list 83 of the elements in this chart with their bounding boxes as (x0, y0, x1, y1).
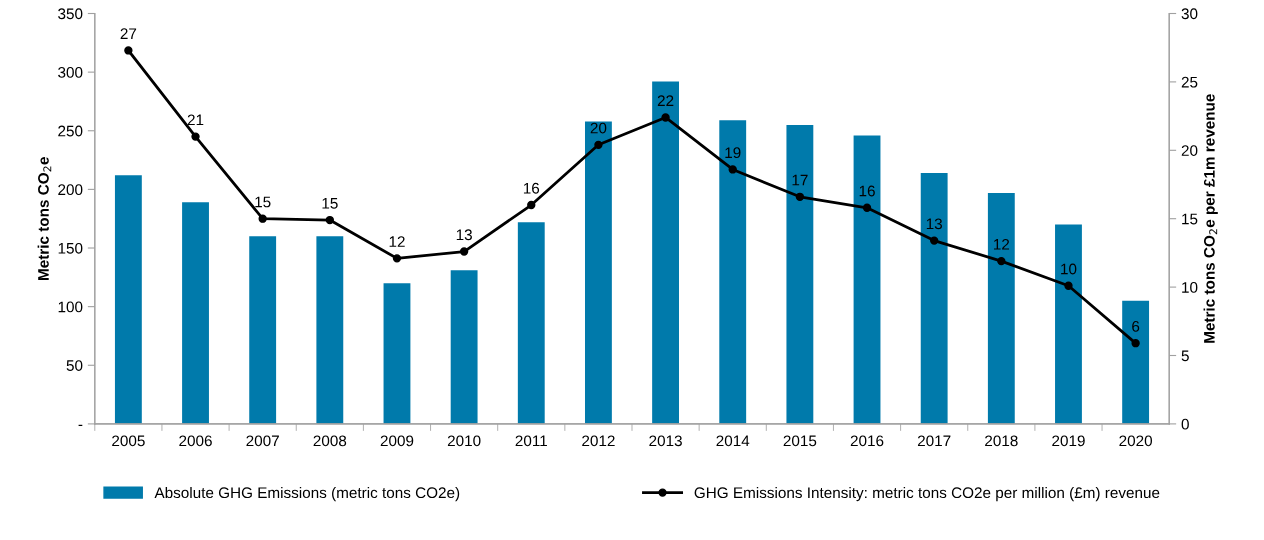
data-label: 16 (859, 185, 875, 197)
bar (1055, 224, 1082, 424)
y2-tick-label: 0 (1181, 418, 1189, 430)
point (795, 192, 805, 201)
legend-label: GHG Emissions Intensity: metric tons CO2e per million (£m) revenue (694, 486, 1160, 502)
y2-tick-label: 20 (1181, 145, 1198, 156)
bar (853, 135, 881, 424)
data-label: 10 (1061, 263, 1077, 275)
data-label: 22 (657, 95, 674, 106)
y2-tick-label: 5 (1181, 350, 1189, 362)
x-tick-label: 2010 (447, 435, 481, 447)
bar (517, 222, 545, 424)
data-label: 20 (590, 122, 607, 134)
data-label: 15 (322, 198, 338, 209)
y2-tick-label: 10 (1182, 281, 1198, 293)
bar (920, 172, 948, 424)
y2-tick-label: 30 (1181, 8, 1198, 20)
x-tick-label: 2007 (246, 435, 279, 447)
y-tick-label: - (78, 424, 83, 426)
y-tick-label: 350 (58, 8, 83, 20)
legend-label: Absolute GHG Emissions (metric tons CO2e) (154, 486, 460, 502)
point (997, 256, 1006, 266)
x-tick-label: 2020 (1119, 435, 1153, 447)
x-tick-label: 2016 (850, 435, 884, 447)
point (459, 247, 469, 256)
data-label: 13 (456, 229, 472, 241)
data-label: 17 (792, 174, 808, 186)
point (661, 113, 670, 122)
y-tick-label: 300 (58, 67, 83, 78)
y-tick-label: 150 (58, 242, 83, 254)
bar (249, 236, 277, 424)
bar (114, 175, 142, 424)
x-tick-label: 2009 (380, 435, 414, 447)
bar (1122, 300, 1150, 424)
y-tick-label: 50 (66, 360, 83, 371)
bar (652, 81, 679, 424)
y-tick-label: 100 (58, 301, 83, 313)
point (191, 132, 200, 141)
x-tick-label: 2011 (515, 435, 547, 447)
point (1064, 281, 1073, 290)
data-label: 19 (725, 147, 741, 159)
bar (719, 120, 747, 424)
data-label: 27 (120, 28, 137, 39)
point (594, 140, 603, 149)
y2-tick-label: 25 (1181, 76, 1198, 88)
y2-tick-label: 15 (1182, 213, 1198, 225)
data-label: 12 (389, 236, 405, 247)
y-tick-label: 250 (58, 125, 83, 137)
point (527, 200, 536, 210)
x-tick-label: 2017 (917, 435, 951, 447)
x-tick-label: 2019 (1052, 435, 1085, 447)
data-label: 13 (926, 218, 942, 230)
x-tick-label: 2008 (313, 435, 347, 447)
point (258, 214, 267, 223)
point (728, 165, 737, 174)
data-label: 21 (187, 114, 204, 126)
point (325, 215, 334, 225)
point (392, 254, 402, 263)
x-tick-label: 2014 (716, 435, 750, 447)
bar (383, 283, 411, 424)
x-tick-label: 2015 (783, 435, 817, 447)
y-tick-label: 200 (58, 184, 83, 196)
bar (450, 270, 478, 424)
bar (584, 121, 612, 424)
y-axis-title: Metric tons CO$_{2}$e (37, 157, 52, 281)
y2-axis-title: Metric tons CO$_{2}$e per £1m revenue (1203, 94, 1218, 343)
point (1131, 339, 1140, 348)
x-tick-label: 2006 (179, 435, 212, 447)
data-label: 6 (1132, 321, 1140, 332)
bar (786, 124, 814, 424)
point (862, 203, 872, 212)
x-tick-label: 2012 (582, 435, 615, 447)
point (930, 236, 939, 245)
data-label: 12 (993, 238, 1010, 250)
point (124, 46, 133, 55)
x-tick-label: 2018 (985, 435, 1018, 447)
data-label: 16 (523, 182, 540, 194)
bar (182, 202, 209, 424)
x-tick-label: 2013 (649, 435, 682, 447)
bar (316, 236, 344, 424)
x-tick-label: 2005 (112, 435, 145, 447)
bar (987, 192, 1015, 424)
data-label: 15 (255, 196, 271, 208)
